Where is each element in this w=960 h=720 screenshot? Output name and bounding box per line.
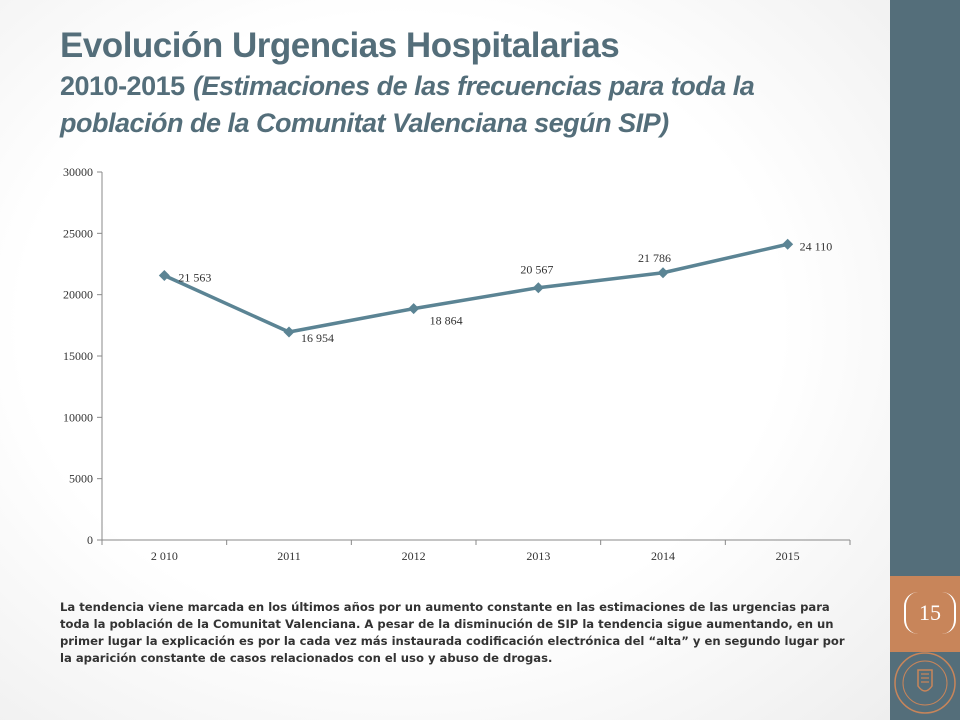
data-label: 24 110: [800, 239, 833, 253]
data-label: 21 786: [638, 251, 671, 265]
title-years: 2010-2015: [60, 71, 185, 101]
y-tick-label: 0: [87, 533, 93, 547]
data-label: 18 864: [430, 314, 463, 328]
description-text: La tendencia viene marcada en los último…: [60, 600, 845, 665]
title-main: Evolución Urgencias Hospitalarias: [60, 26, 620, 65]
x-tick-label: 2 010: [151, 549, 178, 563]
y-tick-label: 30000: [63, 165, 93, 179]
x-tick-label: 2014: [651, 549, 675, 563]
line-chart: 0 5000 10000 15000 20000 25000 30000 2 010 2011 2…: [63, 165, 851, 563]
data-point: [782, 238, 794, 250]
y-tick-label: 10000: [63, 410, 93, 424]
x-tick-label: 2013: [526, 549, 550, 563]
y-tick-label: 5000: [69, 472, 93, 486]
slide-background: [0, 0, 890, 720]
generalitat-seal-logo: [894, 652, 956, 714]
page-number: 15: [904, 592, 956, 634]
title-subtitle: (Estimaciones de las frecuencias para to…: [193, 71, 755, 101]
data-label: 16 954: [301, 331, 334, 345]
y-tick-label: 25000: [63, 226, 93, 240]
data-point: [532, 282, 544, 294]
x-tick-label: 2012: [402, 549, 426, 563]
title-subtitle-line2: población de la Comunitat Valenciana seg…: [60, 108, 669, 138]
x-tick-label: 2011: [277, 549, 301, 563]
data-label: 20 567: [520, 263, 553, 277]
data-point: [283, 326, 295, 338]
data-point: [158, 269, 170, 281]
data-label: 21 563: [178, 270, 211, 284]
slide-title: Evolución Urgencias Hospitalarias 2010-2…: [60, 26, 860, 141]
y-tick-label: 15000: [63, 349, 93, 363]
data-point: [408, 303, 420, 315]
series-line: [163, 242, 789, 334]
data-point: [657, 267, 669, 279]
y-tick-label: 20000: [63, 288, 93, 302]
page-number-box: [890, 576, 960, 652]
x-tick-label: 2015: [776, 549, 800, 563]
